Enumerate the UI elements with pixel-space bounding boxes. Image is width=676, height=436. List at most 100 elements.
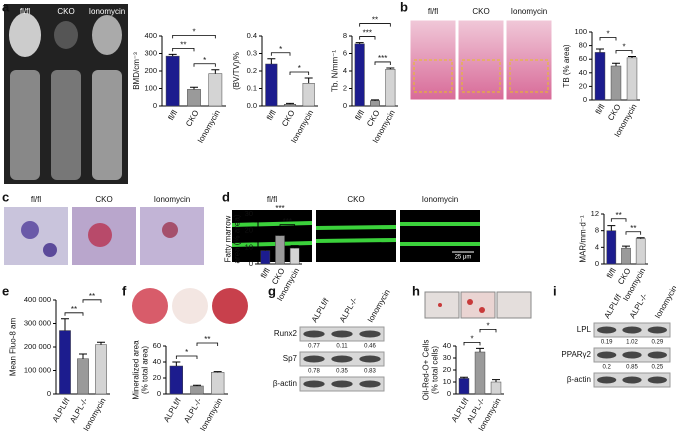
image-label: CKO	[347, 195, 364, 204]
significance-bracket	[175, 355, 198, 359]
bar	[354, 43, 365, 107]
image-label: Ionomycin	[511, 7, 547, 16]
y-tick-label: 0.3	[247, 48, 257, 57]
y-tick-label: 4	[595, 242, 599, 251]
y-tick-label: 100 000	[24, 365, 51, 374]
bar	[59, 330, 71, 395]
y-axis-label: MAR/mm·d⁻¹	[578, 215, 587, 263]
y-tick-label: 0	[583, 95, 587, 104]
y-tick-label: 200 000	[24, 342, 51, 351]
row-label: Runx2	[274, 329, 298, 338]
y-tick-label: 60	[579, 54, 587, 63]
bar	[594, 52, 606, 101]
x-tick-label: fl/fl	[353, 108, 366, 122]
band-ratio: 0.85	[626, 365, 638, 371]
y-tick-label: 0.1	[247, 83, 257, 92]
band-ratio: 0.25	[651, 365, 663, 371]
bar	[635, 238, 646, 265]
significance-bracket	[193, 63, 216, 67]
error-bar	[276, 230, 284, 236]
bar	[165, 55, 180, 107]
error-bar	[97, 341, 105, 345]
panel-label: i	[553, 283, 557, 298]
y-axis-label: area (% area)	[232, 214, 241, 263]
y-axis-label: (% total cells)	[430, 346, 439, 394]
bar	[187, 89, 201, 107]
y-tick-label: 0.0	[247, 101, 257, 110]
error-bar	[628, 55, 636, 58]
y-axis-label: Mineralized area	[131, 340, 140, 400]
image-label: fl/fl	[20, 7, 30, 16]
y-axis-label: Tb. N/mm⁻¹	[331, 50, 340, 92]
significance-bracket	[289, 71, 310, 75]
y-tick-label: 300	[144, 48, 157, 57]
significance-bracket	[64, 312, 84, 316]
image-label: CKO	[95, 195, 112, 204]
significance-bracket	[82, 299, 102, 303]
y-tick-label: 0.4	[247, 31, 257, 40]
panel-label: e	[2, 283, 9, 298]
bar	[606, 230, 617, 265]
significance-label: *	[606, 30, 609, 39]
error-bar	[168, 53, 177, 57]
error-bar	[304, 77, 313, 84]
bar	[260, 250, 271, 265]
significance-bracket	[270, 52, 291, 56]
image-label: fl/fl	[267, 195, 277, 204]
panel-label: g	[268, 283, 276, 298]
y-tick-label: 2	[343, 83, 347, 92]
row-label: LPL	[577, 325, 592, 334]
error-bar	[213, 371, 222, 373]
bar	[289, 247, 300, 265]
bar	[77, 358, 89, 395]
error-bar	[607, 225, 616, 231]
error-bar	[386, 67, 395, 70]
y-tick-label: 30	[245, 209, 253, 218]
significance-bracket	[374, 61, 391, 65]
significance-label: **	[372, 16, 378, 25]
x-tick-label: CKO	[184, 109, 200, 129]
significance-label: **	[204, 335, 210, 344]
blot-band	[647, 326, 667, 334]
bar	[169, 365, 183, 395]
row-label: Sp7	[283, 354, 298, 363]
x-tick-label: ALPL-/-	[182, 396, 204, 424]
blot-band	[597, 326, 617, 334]
band-ratio: 0.19	[601, 340, 613, 346]
y-axis-label: Mean Fluo-8 am	[8, 318, 17, 377]
lane-label: ALPL-/-	[338, 296, 360, 324]
band-ratio: 0.46	[364, 344, 376, 350]
oil-red-images	[424, 291, 532, 319]
significance-label: *	[298, 64, 301, 73]
bar	[211, 372, 225, 395]
significance-label: ***	[378, 54, 387, 63]
significance-bracket	[610, 218, 627, 222]
y-tick-label: 40	[153, 357, 161, 366]
significance-bracket	[172, 47, 195, 52]
significance-bracket	[196, 342, 219, 346]
significance-bracket	[279, 224, 296, 228]
image-label: Ionomycin	[89, 7, 125, 16]
significance-bracket	[479, 329, 497, 333]
y-tick-label: 8	[595, 226, 599, 235]
blot-band	[647, 376, 667, 384]
row-label: β-actin	[567, 375, 591, 384]
significance-label: ***	[283, 217, 292, 226]
error-bar	[267, 58, 276, 64]
y-tick-label: 60	[153, 341, 161, 350]
error-bar	[211, 69, 220, 74]
alizarin-wells	[132, 288, 248, 324]
bar	[626, 57, 638, 101]
significance-label: *	[622, 43, 625, 52]
significance-label: ***	[363, 29, 372, 38]
band-ratio: 0.11	[336, 344, 348, 350]
significance-label: ***	[275, 204, 284, 213]
band-ratio: 0.2	[602, 365, 611, 371]
error-bar	[460, 376, 468, 379]
bar	[385, 69, 396, 107]
lane-label: Ionomycin	[653, 284, 676, 320]
y-tick-label: 40	[579, 68, 587, 77]
significance-label: *	[279, 45, 282, 54]
significance-label: *	[185, 348, 188, 357]
panel-label: f	[122, 283, 127, 298]
